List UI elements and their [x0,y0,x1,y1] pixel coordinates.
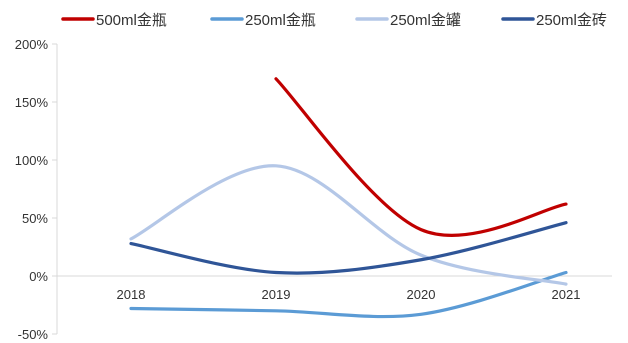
y-axis: -50% 0% 50% 100% 150% 200% [15,37,58,342]
y-tick-label: 50% [22,211,48,226]
legend-item-4: 250ml金砖 [501,12,607,29]
legend-label: 250ml金砖 [536,12,607,29]
y-tick-label: 0% [29,269,48,284]
x-tick-label: 2018 [117,287,146,302]
y-tick-label: -50% [18,327,49,342]
legend-item-2: 250ml金瓶 [210,12,316,29]
legend-label: 250ml金罐 [390,12,461,29]
y-tick-label: 100% [15,153,49,168]
legend-item-3: 250ml金罐 [355,12,461,29]
legend: 500ml金瓶 250ml金瓶 250ml金罐 250ml金砖 [61,12,607,29]
legend-label: 250ml金瓶 [245,12,316,29]
series-lines [129,77,568,319]
series-line-1 [274,77,568,237]
x-tick-label: 2021 [552,287,581,302]
y-tick-label: 150% [15,95,49,110]
y-tick-label: 200% [15,37,49,52]
series-line-3 [129,164,568,286]
legend-item-1: 500ml金瓶 [61,12,167,29]
legend-label: 500ml金瓶 [96,12,167,29]
series-line-2 [129,270,568,319]
x-tick-label: 2019 [262,287,291,302]
series-line-4 [129,221,568,275]
x-tick-label: 2020 [407,287,436,302]
